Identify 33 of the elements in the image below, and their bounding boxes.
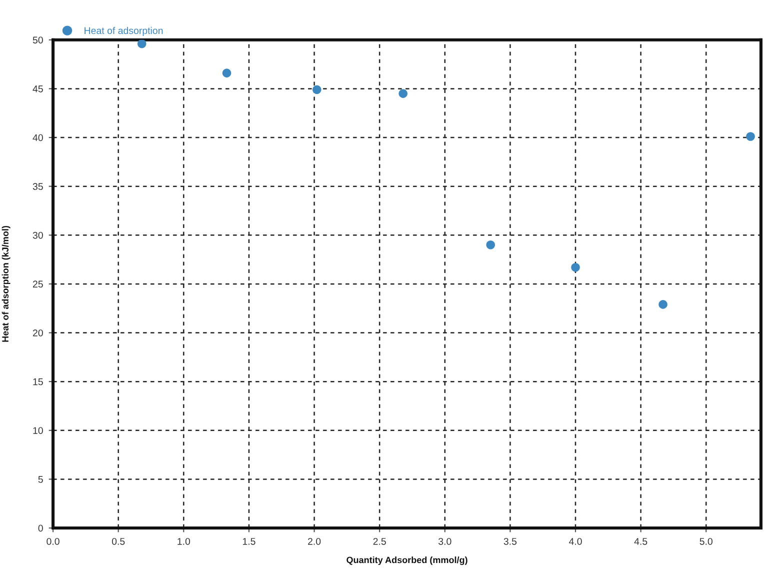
point — [571, 262, 580, 272]
point — [398, 89, 408, 98]
point — [312, 85, 322, 94]
x-tick-label: 1.0 — [178, 538, 190, 545]
x-tick-label: 5.0 — [700, 538, 712, 545]
point — [746, 132, 755, 141]
x-tick-label: 0.5 — [112, 538, 125, 545]
y-tick-label: 50 — [32, 36, 43, 44]
x-tick-label: 3.0 — [438, 538, 452, 545]
x-tick-label: 4.0 — [568, 538, 582, 545]
y-tick-label: 10 — [33, 427, 43, 434]
x-tick-label: 1.5 — [242, 538, 256, 545]
x-tick-label: 0.0 — [46, 538, 60, 545]
point — [222, 68, 232, 78]
x-axis-title: Quantity Adsorbed (mmol/g) — [346, 556, 468, 565]
y-tick-label: 15 — [33, 378, 43, 386]
y-tick-label: 25 — [32, 280, 43, 288]
y-tick-label: 20 — [32, 329, 43, 336]
point — [658, 300, 668, 309]
y-axis-title: Heat of adsorption (kJ/mol) — [2, 226, 10, 342]
y-tick-label: 40 — [32, 134, 43, 142]
point — [486, 240, 495, 250]
x-tick-label: 3.5 — [504, 538, 517, 545]
y-tick-label: 35 — [32, 183, 43, 190]
point — [137, 40, 146, 48]
y-tick-label: 30 — [32, 232, 43, 239]
y-tick-label: 0 — [38, 524, 43, 532]
x-tick-label: 4.5 — [634, 538, 648, 545]
y-tick-label: 45 — [32, 86, 43, 92]
legend-label: Heat of adsorption — [84, 26, 163, 36]
x-tick-label: 2.5 — [373, 538, 386, 545]
y-tick-label: 5 — [38, 476, 43, 483]
x-tick-label: 2.0 — [308, 538, 321, 545]
